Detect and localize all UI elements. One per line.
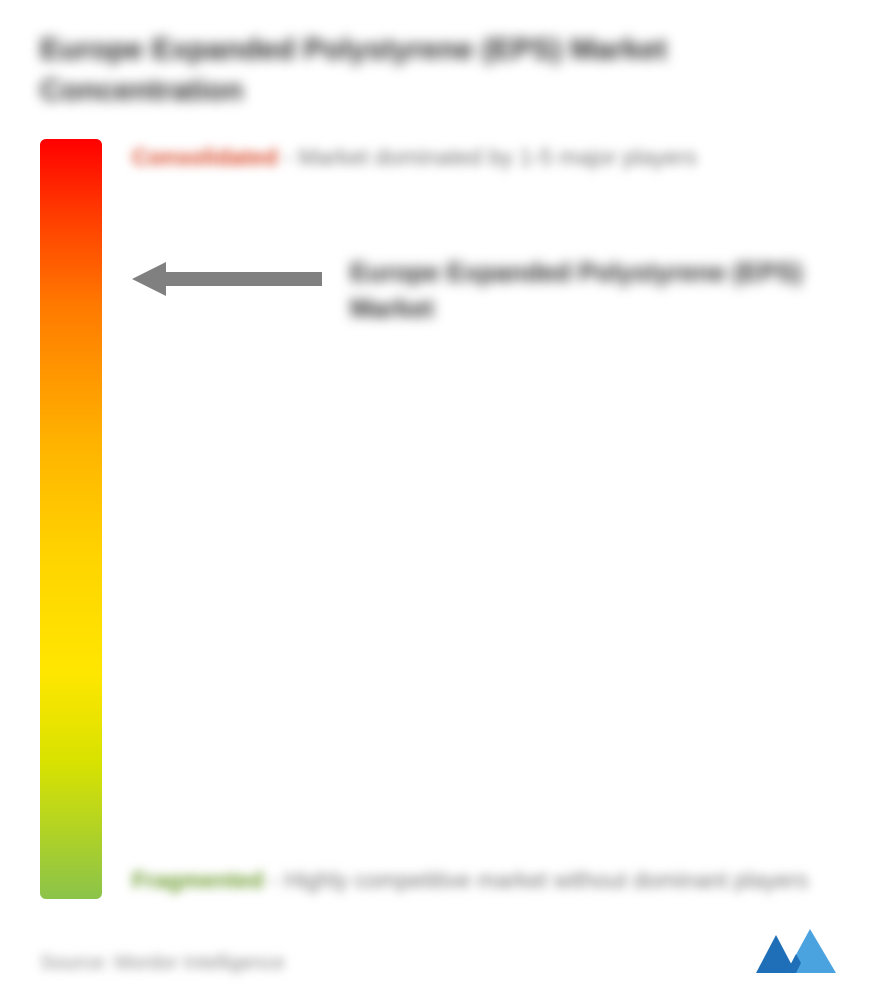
market-pointer-text: Europe Expanded Polystyrene (EPS) Market <box>350 254 838 327</box>
source-text: Source: Mordor Intelligence <box>40 952 285 975</box>
content-row: Consolidated - Market dominated by 1-5 m… <box>40 139 838 899</box>
chart-title: Europe Expanded Polystyrene (EPS) Market… <box>40 30 838 111</box>
fragmented-highlight: Fragmented <box>132 867 264 893</box>
footer: Source: Mordor Intelligence <box>40 927 838 975</box>
fragmented-rest: - Highly competitive market without domi… <box>264 867 809 893</box>
brand-logo-icon <box>754 927 838 975</box>
concentration-gradient-bar <box>40 139 102 899</box>
consolidated-highlight: Consolidated <box>132 144 278 170</box>
consolidated-label: Consolidated - Market dominated by 1-5 m… <box>132 139 838 176</box>
labels-column: Consolidated - Market dominated by 1-5 m… <box>132 139 838 899</box>
arrow-left-icon <box>132 262 322 296</box>
market-pointer: Europe Expanded Polystyrene (EPS) Market <box>132 254 838 327</box>
consolidated-rest: - Market dominated by 1-5 major players <box>278 144 697 170</box>
fragmented-label: Fragmented - Highly competitive market w… <box>132 862 808 899</box>
